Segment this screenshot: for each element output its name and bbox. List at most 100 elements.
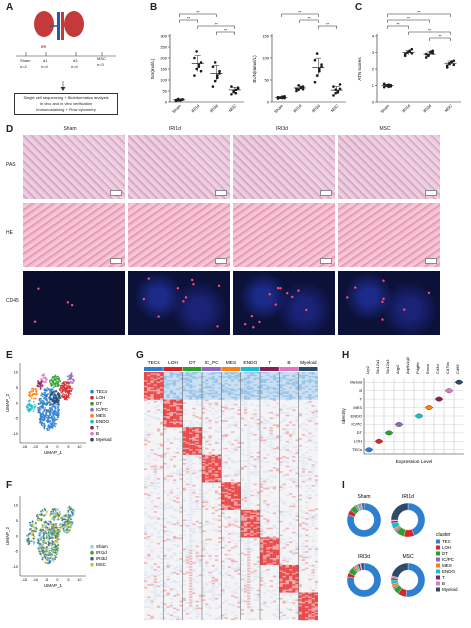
heatmap-cell xyxy=(205,391,209,393)
heatmap-cell xyxy=(308,478,312,480)
heatmap-cell xyxy=(163,505,167,508)
umap-point xyxy=(43,403,46,406)
heatmap-cell xyxy=(150,381,154,384)
heatmap-cell xyxy=(253,512,257,515)
heatmap-cell xyxy=(185,434,190,436)
umap-point xyxy=(57,392,59,394)
significance-label: ** xyxy=(428,28,432,33)
heatmap-cell xyxy=(311,376,315,378)
heatmap-cell xyxy=(260,478,264,480)
heatmap-cell xyxy=(176,422,180,425)
heatmap-cell xyxy=(314,484,318,487)
heatmap-cell xyxy=(147,494,151,497)
heatmap-cell xyxy=(176,373,180,375)
heatmap-cell xyxy=(285,461,289,464)
heatmap-cell xyxy=(150,465,154,468)
heatmap-cell xyxy=(173,414,177,417)
heatmap-cell xyxy=(227,374,231,377)
umap-point xyxy=(36,384,39,387)
umap-point xyxy=(55,379,58,382)
heatmap-cell xyxy=(247,479,251,482)
heatmap-cell xyxy=(285,396,289,399)
heatmap-cell xyxy=(240,533,244,535)
heatmap-cell xyxy=(202,548,206,550)
heatmap-cell xyxy=(279,407,283,410)
umap-point xyxy=(43,423,45,425)
heatmap-cell xyxy=(192,385,196,388)
heatmap-cell xyxy=(189,422,193,425)
heatmap-cell xyxy=(237,387,241,389)
heatmap-cell xyxy=(227,381,231,384)
heatmap-cell xyxy=(195,471,199,473)
x-tick-label: 10 xyxy=(77,445,81,449)
heatmap-cell xyxy=(198,436,202,439)
heatmap-cell xyxy=(189,432,193,435)
umap-point xyxy=(67,393,70,396)
heatmap-cell xyxy=(266,542,270,545)
cd45-image-msc xyxy=(337,270,441,336)
umap-point xyxy=(63,515,65,517)
umap-point xyxy=(56,378,59,380)
heatmap-cell xyxy=(289,421,293,424)
umap-point xyxy=(45,416,48,419)
heatmap-cell xyxy=(218,376,222,378)
umap-point xyxy=(45,513,47,515)
heatmap-cell xyxy=(202,530,206,533)
heatmap-cell xyxy=(250,464,254,466)
umap-point xyxy=(54,540,56,543)
heatmap-cell xyxy=(231,395,235,397)
heatmap-cell xyxy=(179,538,183,541)
timeline-d1-n: n=4 xyxy=(41,64,48,69)
heatmap-cell xyxy=(189,546,193,549)
y-tick-label: -10 xyxy=(13,565,19,569)
umap-point xyxy=(32,526,35,529)
heatmap-cell xyxy=(308,383,312,385)
heatmap-cell xyxy=(276,377,280,380)
heatmap-cell xyxy=(260,541,264,544)
heatmap-cell xyxy=(314,391,318,393)
heatmap-cell xyxy=(263,374,267,377)
heatmap-cell xyxy=(269,377,273,380)
heatmap-cell xyxy=(285,527,289,530)
heatmap-cell xyxy=(163,398,167,400)
heatmap-cell xyxy=(179,380,183,382)
heatmap-cell xyxy=(282,529,286,531)
data-point xyxy=(445,64,449,67)
heatmap-cell xyxy=(247,545,251,548)
legend-swatch xyxy=(90,395,94,400)
heatmap-cell xyxy=(144,418,148,421)
heatmap-cell xyxy=(256,562,260,564)
heatmap-cell xyxy=(147,432,151,435)
heatmap-cell xyxy=(234,471,238,473)
heatmap-cell xyxy=(218,388,222,391)
heatmap-cell xyxy=(247,465,251,468)
heatmap-cell xyxy=(202,454,206,457)
y-tick-label: 0 xyxy=(372,100,375,105)
heatmap-cell xyxy=(266,471,270,473)
methods-line: Immunostaining + Flow cytometry xyxy=(36,107,96,112)
significance-label: ** xyxy=(326,22,330,27)
heatmap-cell xyxy=(147,484,151,487)
heatmap-cell xyxy=(253,380,257,382)
heatmap-cell xyxy=(292,549,296,552)
heatmap-cell xyxy=(237,377,241,380)
heatmap-cell xyxy=(253,381,257,384)
heatmap-cell xyxy=(305,512,309,515)
heatmap-cell xyxy=(256,515,260,517)
heatmap-cell xyxy=(227,383,231,385)
umap-point xyxy=(44,527,47,530)
heatmap-cell xyxy=(153,484,157,487)
heatmap-cell xyxy=(185,443,190,446)
heatmap-cell xyxy=(272,462,277,465)
heatmap-cell xyxy=(285,385,289,388)
heatmap-cell xyxy=(147,385,151,388)
heatmap-cell xyxy=(179,381,183,384)
heatmap-cell xyxy=(224,454,228,457)
x-tick-label: -5 xyxy=(45,445,48,449)
heatmap-cell xyxy=(208,420,212,422)
heatmap-cell xyxy=(208,489,212,491)
heatmap-cell xyxy=(227,496,231,498)
heatmap-cell xyxy=(269,446,273,448)
heatmap-cell xyxy=(198,527,202,530)
heatmap-cell xyxy=(301,558,306,560)
